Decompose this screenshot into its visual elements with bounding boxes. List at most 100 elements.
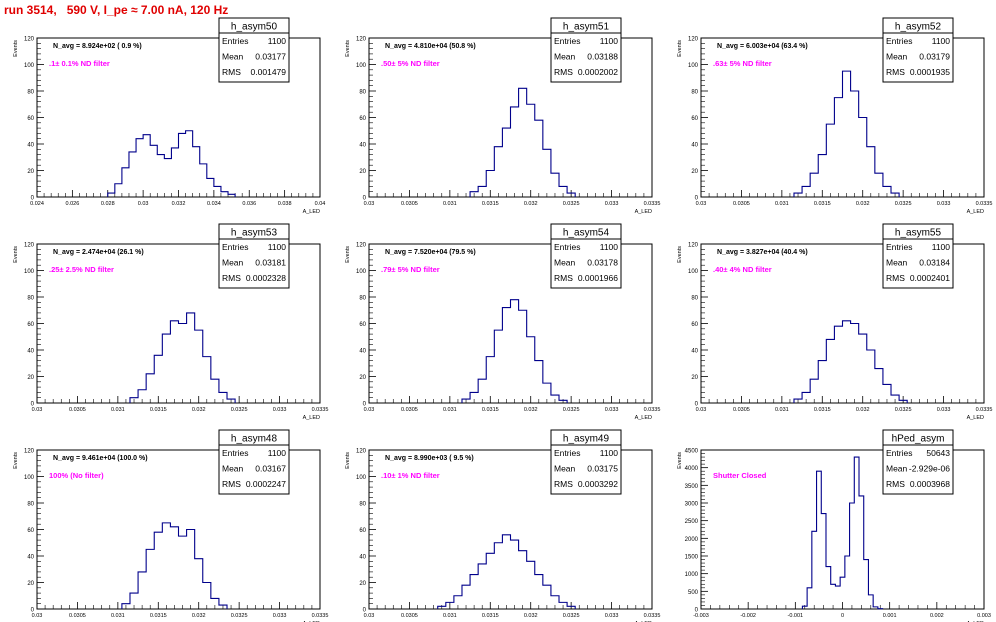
y-axis-label: Events: [345, 40, 351, 57]
histogram-bin: [150, 145, 157, 197]
y-tick-label: 100: [24, 475, 35, 481]
x-tick-label: 0.031: [775, 407, 789, 413]
x-tick-label: 0.04: [315, 201, 326, 207]
y-tick-label: 0: [695, 608, 699, 614]
histogram-bin: [867, 147, 875, 197]
stats-box: [882, 429, 954, 495]
histogram-name: h_asym53: [231, 228, 278, 239]
stat-value: 0.0003968: [910, 479, 950, 489]
histogram-bin: [535, 575, 543, 609]
x-tick-label: 0.003: [977, 613, 991, 619]
histogram-bin: [864, 560, 869, 609]
y-tick-label: 4000: [685, 466, 699, 472]
histogram-bin: [138, 572, 146, 609]
y-tick-label: 100: [356, 269, 367, 275]
stat-value: 0.03167: [255, 464, 286, 474]
stat-label: Entries: [886, 36, 912, 46]
x-tick-label: 0.0305: [401, 613, 418, 619]
stat-value: 0.03181: [255, 258, 286, 268]
stat-label: Entries: [886, 242, 912, 252]
histogram-series: [469, 87, 576, 197]
x-tick-label: 0.031: [443, 407, 457, 413]
histogram-bin: [115, 184, 122, 197]
y-axis-label: Events: [345, 452, 351, 469]
histogram-bin: [494, 330, 502, 403]
y-tick-label: 60: [27, 528, 34, 534]
x-tick-label: 0.032: [172, 201, 186, 207]
x-tick-label: 0.033: [605, 613, 619, 619]
histogram-bin: [179, 536, 187, 609]
x-tick-label: 0.032: [524, 613, 538, 619]
histogram-bin: [519, 88, 527, 197]
histogram-series: [801, 456, 884, 610]
y-tick-label: 500: [688, 590, 699, 596]
y-tick-label: 0: [31, 196, 35, 202]
y-tick-label: 0: [695, 196, 699, 202]
histogram-bin: [543, 149, 551, 197]
y-tick-label: 20: [359, 169, 366, 175]
histogram-bin: [502, 128, 510, 197]
stat-label: Mean: [554, 52, 576, 62]
x-tick-label: 0.026: [65, 201, 79, 207]
stat-value: 1100: [600, 242, 619, 252]
x-tick-label: 0.0315: [482, 201, 499, 207]
histogram-bin: [195, 559, 203, 609]
histogram-bin: [519, 310, 527, 403]
histogram-bin: [502, 308, 510, 403]
histogram-series: [107, 130, 236, 197]
y-tick-label: 0: [363, 608, 367, 614]
navg-label: N_avg = 8.924e+02 ( 0.9 %): [53, 43, 142, 50]
stat-value: 1100: [932, 242, 951, 252]
y-tick-label: 120: [356, 243, 367, 249]
y-tick-label: 120: [688, 37, 699, 43]
x-tick-label: 0.028: [101, 201, 115, 207]
histogram-bin: [164, 159, 171, 197]
stat-label: Entries: [222, 36, 248, 46]
chart-panel: 0 20 40 60 80 100 120 0.024 0.026 0.028 0.03 0.032 0…: [13, 17, 326, 215]
histogram-bin: [502, 535, 510, 609]
x-tick-label: 0.0305: [401, 407, 418, 413]
x-tick-label: 0.0335: [644, 407, 661, 413]
y-tick-label: 40: [27, 349, 34, 355]
x-axis-label: A_LED: [635, 415, 652, 421]
filter-annotation: .50± 5% ND filter: [381, 59, 440, 68]
navg-label: N_avg = 3.827e+04 (40.4 %): [717, 249, 808, 256]
histogram-bin: [154, 355, 162, 403]
stats-box: [550, 223, 622, 289]
histogram-bin: [867, 350, 875, 403]
x-tick-label: 0.031: [775, 201, 789, 207]
y-tick-label: 100: [356, 63, 367, 69]
stat-label: Mean: [222, 258, 244, 268]
stat-label: RMS: [886, 67, 905, 77]
x-tick-label: 0.03: [138, 201, 149, 207]
y-tick-label: 100: [688, 269, 699, 275]
y-tick-label: 0: [31, 402, 35, 408]
chart-panel: 0 20 40 60 80 100 120 0.03 0.0305 0.031 0.0315 0.03…: [345, 223, 661, 421]
x-tick-label: 0.0335: [644, 613, 661, 619]
y-tick-label: 100: [24, 63, 35, 69]
x-tick-label: 0.032: [856, 407, 870, 413]
y-tick-label: 40: [27, 555, 34, 561]
histogram-name: h_asym55: [895, 228, 942, 239]
histogram-bin: [854, 457, 859, 609]
filter-annotation: .63± 5% ND filter: [713, 59, 772, 68]
x-tick-label: 0.0315: [150, 613, 167, 619]
histogram-bin: [851, 91, 859, 197]
stat-value: 0.0002247: [246, 479, 286, 489]
histogram-name: h_asym48: [231, 434, 278, 445]
x-tick-label: 0.03: [696, 201, 707, 207]
stat-value: 0.0002002: [578, 67, 618, 77]
stats-box: [218, 17, 290, 83]
stat-value: 1100: [268, 242, 287, 252]
x-tick-label: 0.0335: [976, 407, 993, 413]
histogram-bin: [146, 549, 154, 609]
histogram-bin: [170, 321, 178, 403]
stat-label: Entries: [554, 448, 580, 458]
stat-value: 0.03177: [255, 52, 286, 62]
histogram-bin: [527, 104, 535, 197]
stat-label: RMS: [886, 479, 905, 489]
histogram-bin: [207, 178, 214, 197]
x-tick-label: 0.031: [443, 613, 457, 619]
navg-label: N_avg = 8.990e+03 ( 9.5 %): [385, 455, 474, 462]
histogram-bin: [129, 152, 136, 197]
